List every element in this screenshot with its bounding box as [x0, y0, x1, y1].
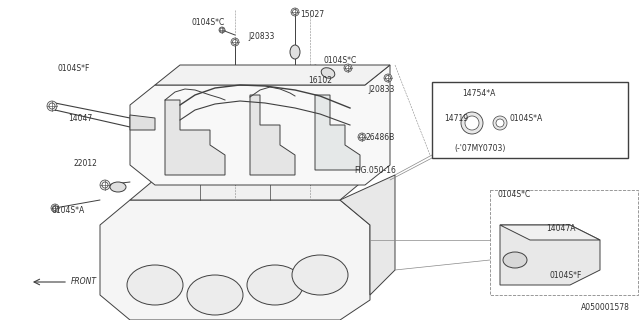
Ellipse shape	[290, 45, 300, 59]
Polygon shape	[340, 175, 395, 295]
Circle shape	[496, 119, 504, 127]
Circle shape	[344, 64, 352, 72]
Circle shape	[360, 134, 365, 140]
Text: 14047A: 14047A	[546, 223, 575, 233]
Circle shape	[102, 182, 108, 188]
Text: 0104S*F: 0104S*F	[58, 63, 90, 73]
Text: 15027: 15027	[300, 10, 324, 19]
Text: 0104S*F: 0104S*F	[550, 271, 582, 281]
Text: 14754*A: 14754*A	[462, 89, 495, 98]
Polygon shape	[130, 65, 390, 185]
Polygon shape	[100, 200, 370, 320]
Ellipse shape	[321, 68, 335, 78]
Text: 16102: 16102	[308, 76, 332, 84]
Circle shape	[51, 204, 59, 212]
Circle shape	[231, 38, 239, 46]
Ellipse shape	[110, 182, 126, 192]
Polygon shape	[155, 65, 390, 85]
Text: FIG.050-16: FIG.050-16	[354, 165, 396, 174]
Circle shape	[465, 116, 479, 130]
Polygon shape	[500, 225, 600, 285]
Circle shape	[385, 76, 390, 81]
Circle shape	[346, 66, 351, 70]
Ellipse shape	[127, 265, 183, 305]
Polygon shape	[315, 95, 360, 170]
Circle shape	[52, 205, 58, 211]
Text: FRONT: FRONT	[71, 277, 97, 286]
Bar	[490, 190, 638, 295]
Ellipse shape	[187, 275, 243, 315]
Polygon shape	[500, 225, 600, 240]
Text: J20833: J20833	[368, 84, 394, 93]
Circle shape	[100, 180, 110, 190]
Circle shape	[598, 279, 602, 284]
Circle shape	[516, 203, 522, 207]
Ellipse shape	[503, 252, 527, 268]
Text: 26486B: 26486B	[366, 132, 396, 141]
Circle shape	[596, 278, 604, 286]
Text: 0104S*C: 0104S*C	[324, 55, 357, 65]
Circle shape	[515, 116, 523, 124]
Circle shape	[219, 27, 225, 33]
Text: 0104S*C: 0104S*C	[498, 189, 531, 198]
Text: 0104S*C: 0104S*C	[192, 18, 225, 27]
Circle shape	[220, 28, 224, 32]
Polygon shape	[130, 175, 370, 200]
Circle shape	[49, 103, 55, 109]
Text: 0104S*A: 0104S*A	[510, 114, 543, 123]
Text: A050001578: A050001578	[581, 303, 630, 312]
Circle shape	[47, 101, 57, 111]
Bar	[432, 82, 628, 158]
Polygon shape	[250, 95, 295, 175]
Circle shape	[292, 10, 298, 14]
Circle shape	[384, 74, 392, 82]
Text: J20833: J20833	[248, 31, 275, 41]
Polygon shape	[165, 100, 225, 175]
Ellipse shape	[247, 265, 303, 305]
Text: 14047: 14047	[68, 114, 92, 123]
Text: 22012: 22012	[73, 158, 97, 167]
Circle shape	[515, 201, 523, 209]
Ellipse shape	[292, 255, 348, 295]
Circle shape	[461, 112, 483, 134]
Text: 0104S*A: 0104S*A	[52, 205, 85, 214]
Circle shape	[232, 39, 237, 44]
Polygon shape	[130, 115, 155, 130]
Circle shape	[516, 117, 522, 123]
Text: (-'07MY0703): (-'07MY0703)	[454, 143, 506, 153]
Circle shape	[493, 116, 507, 130]
Circle shape	[358, 133, 366, 141]
Circle shape	[291, 8, 299, 16]
Text: 14719: 14719	[444, 114, 468, 123]
